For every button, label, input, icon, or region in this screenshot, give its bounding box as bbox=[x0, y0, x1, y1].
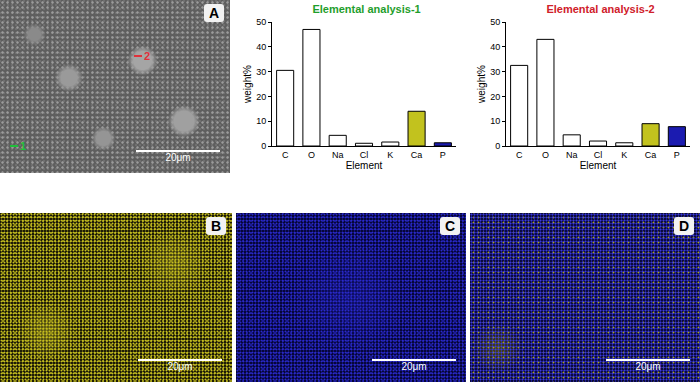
svg-text:0: 0 bbox=[261, 141, 266, 151]
svg-text:Cl: Cl bbox=[594, 150, 603, 160]
svg-text:P: P bbox=[440, 150, 446, 160]
svg-text:Cl: Cl bbox=[360, 150, 369, 160]
svg-text:Ca: Ca bbox=[645, 150, 657, 160]
svg-text:20: 20 bbox=[490, 92, 500, 102]
svg-text:10: 10 bbox=[490, 116, 500, 126]
svg-text:50: 50 bbox=[256, 17, 266, 27]
html-text:C: C bbox=[444, 218, 455, 234]
svg-text:10: 10 bbox=[256, 116, 266, 126]
svg-text:Na: Na bbox=[566, 150, 578, 160]
html-text:2: 2 bbox=[144, 50, 151, 62]
svg-text:K: K bbox=[621, 150, 627, 160]
svg-text:O: O bbox=[308, 150, 315, 160]
svg-text:weight%: weight% bbox=[242, 65, 253, 104]
html-text:20μm: 20μm bbox=[635, 361, 661, 372]
svg-text:40: 40 bbox=[256, 42, 266, 52]
svg-text:30: 30 bbox=[490, 67, 500, 77]
svg-text:20: 20 bbox=[256, 92, 266, 102]
svg-text:Na: Na bbox=[332, 150, 344, 160]
html-text:A: A bbox=[208, 5, 219, 21]
html-text:20μm: 20μm bbox=[165, 152, 191, 163]
svg-text:K: K bbox=[387, 150, 393, 160]
svg-text:40: 40 bbox=[490, 42, 500, 52]
svg-text:Ca: Ca bbox=[411, 150, 423, 160]
svg-text:C: C bbox=[516, 150, 523, 160]
svg-text:P: P bbox=[674, 150, 680, 160]
svg-text:Elemental analysis-1: Elemental analysis-1 bbox=[312, 3, 420, 15]
svg-text:O: O bbox=[542, 150, 549, 160]
html-text:20μm: 20μm bbox=[401, 361, 427, 372]
svg-text:30: 30 bbox=[256, 67, 266, 77]
svg-text:weight%: weight% bbox=[476, 65, 487, 104]
svg-text:Element: Element bbox=[580, 160, 617, 171]
svg-text:C: C bbox=[282, 150, 289, 160]
svg-text:50: 50 bbox=[490, 17, 500, 27]
html-text:B: B bbox=[210, 218, 221, 234]
html-text:1: 1 bbox=[20, 140, 27, 152]
svg-text:0: 0 bbox=[495, 141, 500, 151]
html-text:D: D bbox=[678, 218, 689, 234]
svg-text:Elemental analysis-2: Elemental analysis-2 bbox=[546, 3, 654, 15]
html-text:20μm: 20μm bbox=[167, 361, 193, 372]
svg-text:Element: Element bbox=[346, 160, 383, 171]
